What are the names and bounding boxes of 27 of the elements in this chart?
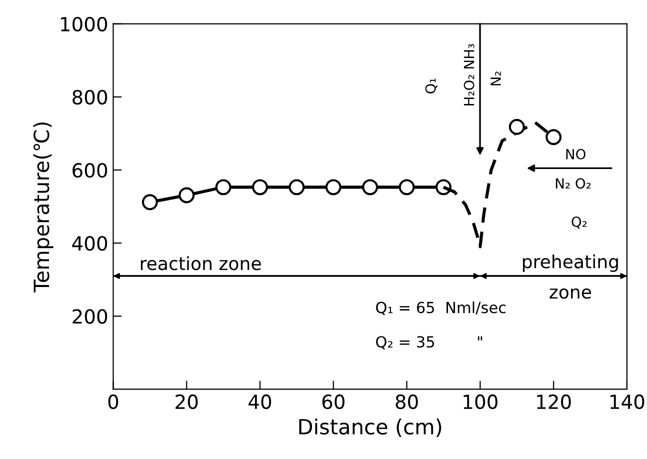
x-tick-label: 100 [464, 394, 498, 410]
y-tick-label: 400 [72, 236, 108, 251]
annotation: preheating [522, 254, 618, 272]
annotation: zone [550, 288, 592, 299]
annotation: Q₁ = 65 Nml/sec [376, 301, 506, 316]
y-tick-label: 600 [72, 162, 108, 178]
annotation: Q₂ = 35 [376, 336, 434, 350]
annotation: N₂ O₂ [556, 178, 591, 189]
annotation: NO [566, 148, 586, 160]
x-tick-label: 20 [176, 394, 198, 410]
x-tick-label: 60 [322, 394, 344, 410]
x-tick-label: 40 [248, 394, 272, 410]
annotation: H₂O₂ NH₃ [464, 44, 474, 106]
annotation: Q₁ [425, 78, 438, 94]
annotation: N₂ [490, 72, 501, 86]
y-tick-label: 200 [72, 309, 108, 324]
annotation: reaction zone [140, 256, 261, 270]
annotation: " [478, 336, 482, 340]
y-axis-title: Temperature(℃) [33, 122, 54, 292]
y-tick-label: 800 [72, 90, 108, 105]
x-tick-label: 80 [396, 394, 418, 410]
y-tick-label: 1000 [61, 16, 108, 32]
x-tick-label: 0 [108, 394, 118, 410]
annotation: Q₂ [572, 216, 587, 229]
x-axis-title: Distance (cm) [299, 418, 442, 438]
x-tick-label: 140 [610, 394, 644, 410]
x-tick-label: 120 [537, 394, 571, 410]
